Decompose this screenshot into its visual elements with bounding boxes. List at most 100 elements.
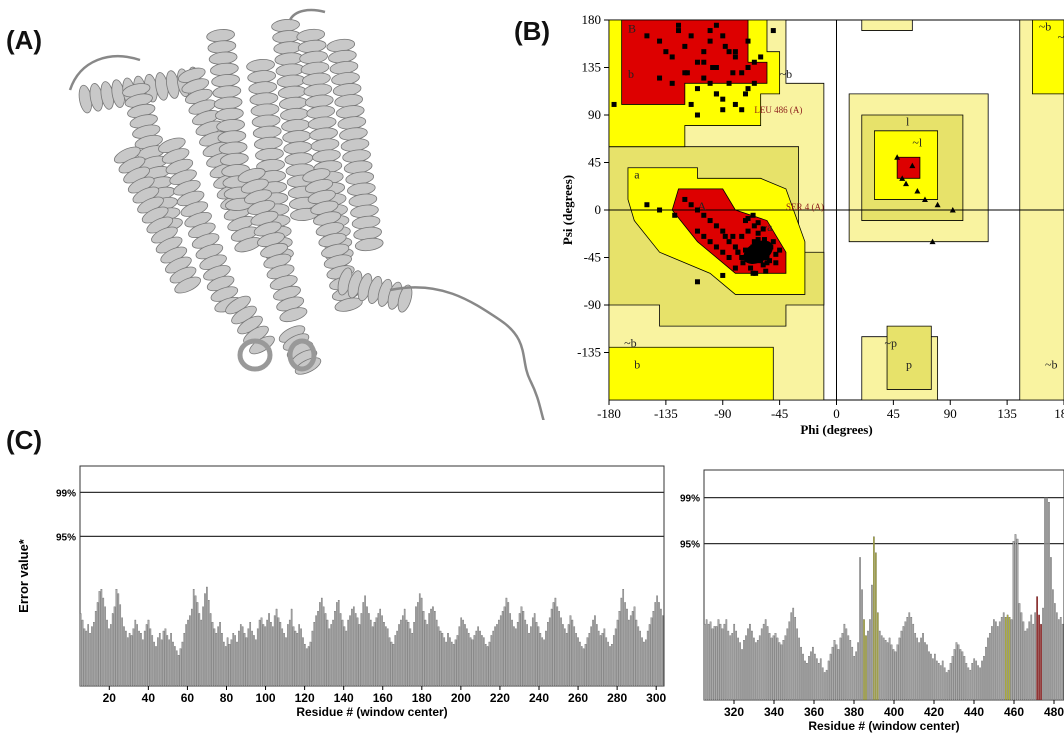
error-bar [272, 626, 274, 687]
x-tick-label: 380 [844, 705, 864, 719]
error-bar [601, 633, 604, 687]
error-bar [849, 640, 852, 701]
error-bar [196, 602, 199, 687]
helix-turn [279, 307, 308, 323]
error-bar [226, 637, 229, 687]
error-bar [981, 660, 983, 701]
x-tick-label: 480 [1044, 705, 1064, 719]
residue-point [763, 268, 769, 274]
error-bar [819, 658, 822, 701]
error-bar [217, 626, 219, 687]
error-bar [892, 649, 895, 701]
error-bar [727, 630, 730, 701]
x-tick-label: -135 [654, 406, 678, 421]
residue-point [682, 196, 688, 202]
error-bar [334, 611, 336, 687]
error-bar [626, 608, 628, 687]
error-bar [328, 628, 331, 687]
y-axis-label: Psi (degrees) [560, 175, 575, 245]
error-bar [575, 633, 577, 687]
error-bar [499, 615, 502, 687]
error-bar [189, 615, 191, 687]
error-bar [177, 655, 180, 687]
residue-point [694, 279, 700, 285]
helix [113, 146, 202, 294]
x-tick-label: 180 [412, 691, 432, 705]
error-bar [168, 639, 171, 687]
error-bar [498, 619, 500, 687]
x-tick-label: 0 [833, 406, 840, 421]
residue-point [720, 107, 726, 113]
y-tick-label: -135 [577, 345, 601, 360]
error-bar [379, 608, 382, 687]
residue-point [713, 65, 719, 70]
error-bar [573, 626, 576, 687]
panel-label-a: (A) [6, 25, 43, 55]
residue-point [767, 258, 773, 264]
error-bar [565, 633, 568, 687]
error-bar [113, 606, 116, 687]
error-bar [531, 617, 534, 687]
error-bar [277, 617, 280, 687]
residue-point [644, 33, 650, 39]
residue-point [707, 80, 713, 86]
error-bar [543, 639, 545, 687]
residue-point [701, 233, 707, 239]
residue-point [751, 59, 757, 65]
error-bar [786, 628, 789, 701]
error-bar [661, 615, 664, 687]
error-bar [467, 633, 470, 687]
error-bar [428, 613, 430, 687]
error-bar [513, 626, 515, 687]
error-bar [871, 584, 873, 701]
error-bar [928, 651, 930, 701]
error-bar [618, 611, 621, 687]
error-bar [611, 644, 613, 687]
y-tick-label: 45 [588, 155, 601, 170]
error-bar [353, 606, 355, 687]
error-bar [132, 628, 135, 687]
residue-point [694, 112, 700, 118]
residue-point [739, 255, 745, 260]
error-bar [456, 635, 459, 687]
residue-point [676, 28, 682, 34]
region-label: ~b [780, 67, 793, 81]
error-bar [612, 635, 615, 687]
region-label: ~b [1058, 30, 1064, 44]
error-bar [258, 619, 261, 687]
region-label: b [634, 357, 640, 371]
error-bar [413, 622, 415, 687]
error-bar [910, 617, 913, 701]
x-tick-label: 180 [1054, 406, 1064, 421]
error-bar [743, 640, 745, 701]
error-bar [528, 633, 530, 687]
error-bar [81, 619, 84, 687]
error-bar [185, 624, 187, 687]
error-bar [916, 637, 918, 701]
error-bar [654, 602, 657, 687]
error-bar [354, 613, 357, 687]
error-bar [753, 637, 755, 701]
error-bar [392, 644, 395, 687]
error-bar [560, 617, 562, 687]
error-bar [390, 641, 393, 687]
residue-point [694, 207, 700, 213]
x-tick-label: 45 [887, 406, 900, 421]
error-bar [586, 637, 589, 687]
error-bar [977, 665, 979, 701]
y-tick-label: 0 [595, 202, 602, 217]
error-bar [607, 641, 609, 687]
region-label: ~b [1039, 20, 1052, 34]
residue-point [707, 218, 713, 224]
residue-point [720, 249, 726, 255]
residue-point [669, 54, 675, 60]
residue-point [701, 212, 707, 218]
error-bar [592, 619, 594, 687]
error-bar [396, 630, 398, 687]
error-bar [111, 613, 114, 687]
ramachandran-regions [608, 19, 1064, 401]
error-bar [1036, 596, 1038, 701]
helix [158, 137, 242, 313]
x-tick-label: 60 [181, 691, 195, 705]
error-bar [882, 637, 885, 701]
